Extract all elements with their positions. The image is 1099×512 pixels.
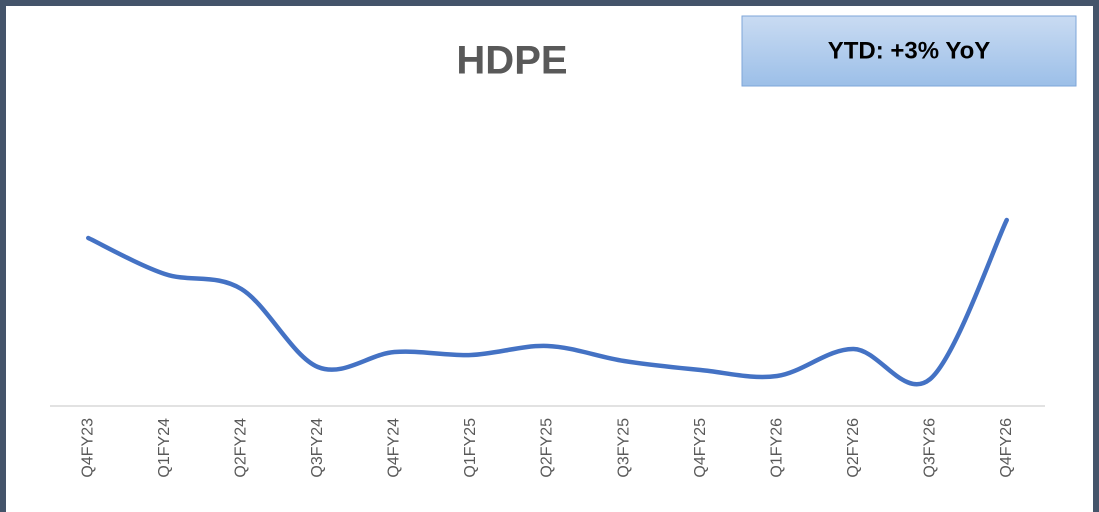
x-tick-label: Q2FY25 — [539, 418, 556, 478]
chart-title: HDPE — [456, 39, 567, 83]
x-tick-label: Q1FY26 — [768, 418, 785, 478]
x-tick-label: Q1FY25 — [462, 418, 479, 478]
x-tick-label: Q4FY26 — [998, 418, 1015, 478]
x-tick-label: Q4FY25 — [692, 418, 709, 478]
x-tick-label: Q2FY24 — [233, 418, 250, 478]
annotation: YTD: +3% YoY — [828, 37, 991, 64]
x-tick-label: Q2FY26 — [845, 418, 862, 478]
x-tick-label: Q3FY24 — [309, 418, 326, 478]
x-tick-label: Q4FY24 — [386, 418, 403, 478]
x-tick-label: Q4FY23 — [79, 418, 96, 478]
x-tick-label: Q3FY25 — [615, 418, 632, 478]
line-series — [86, 217, 1009, 387]
x-tick-label: Q1FY24 — [156, 418, 173, 478]
annotation-box — [741, 15, 1077, 87]
x-tick-label: Q3FY26 — [921, 418, 938, 478]
